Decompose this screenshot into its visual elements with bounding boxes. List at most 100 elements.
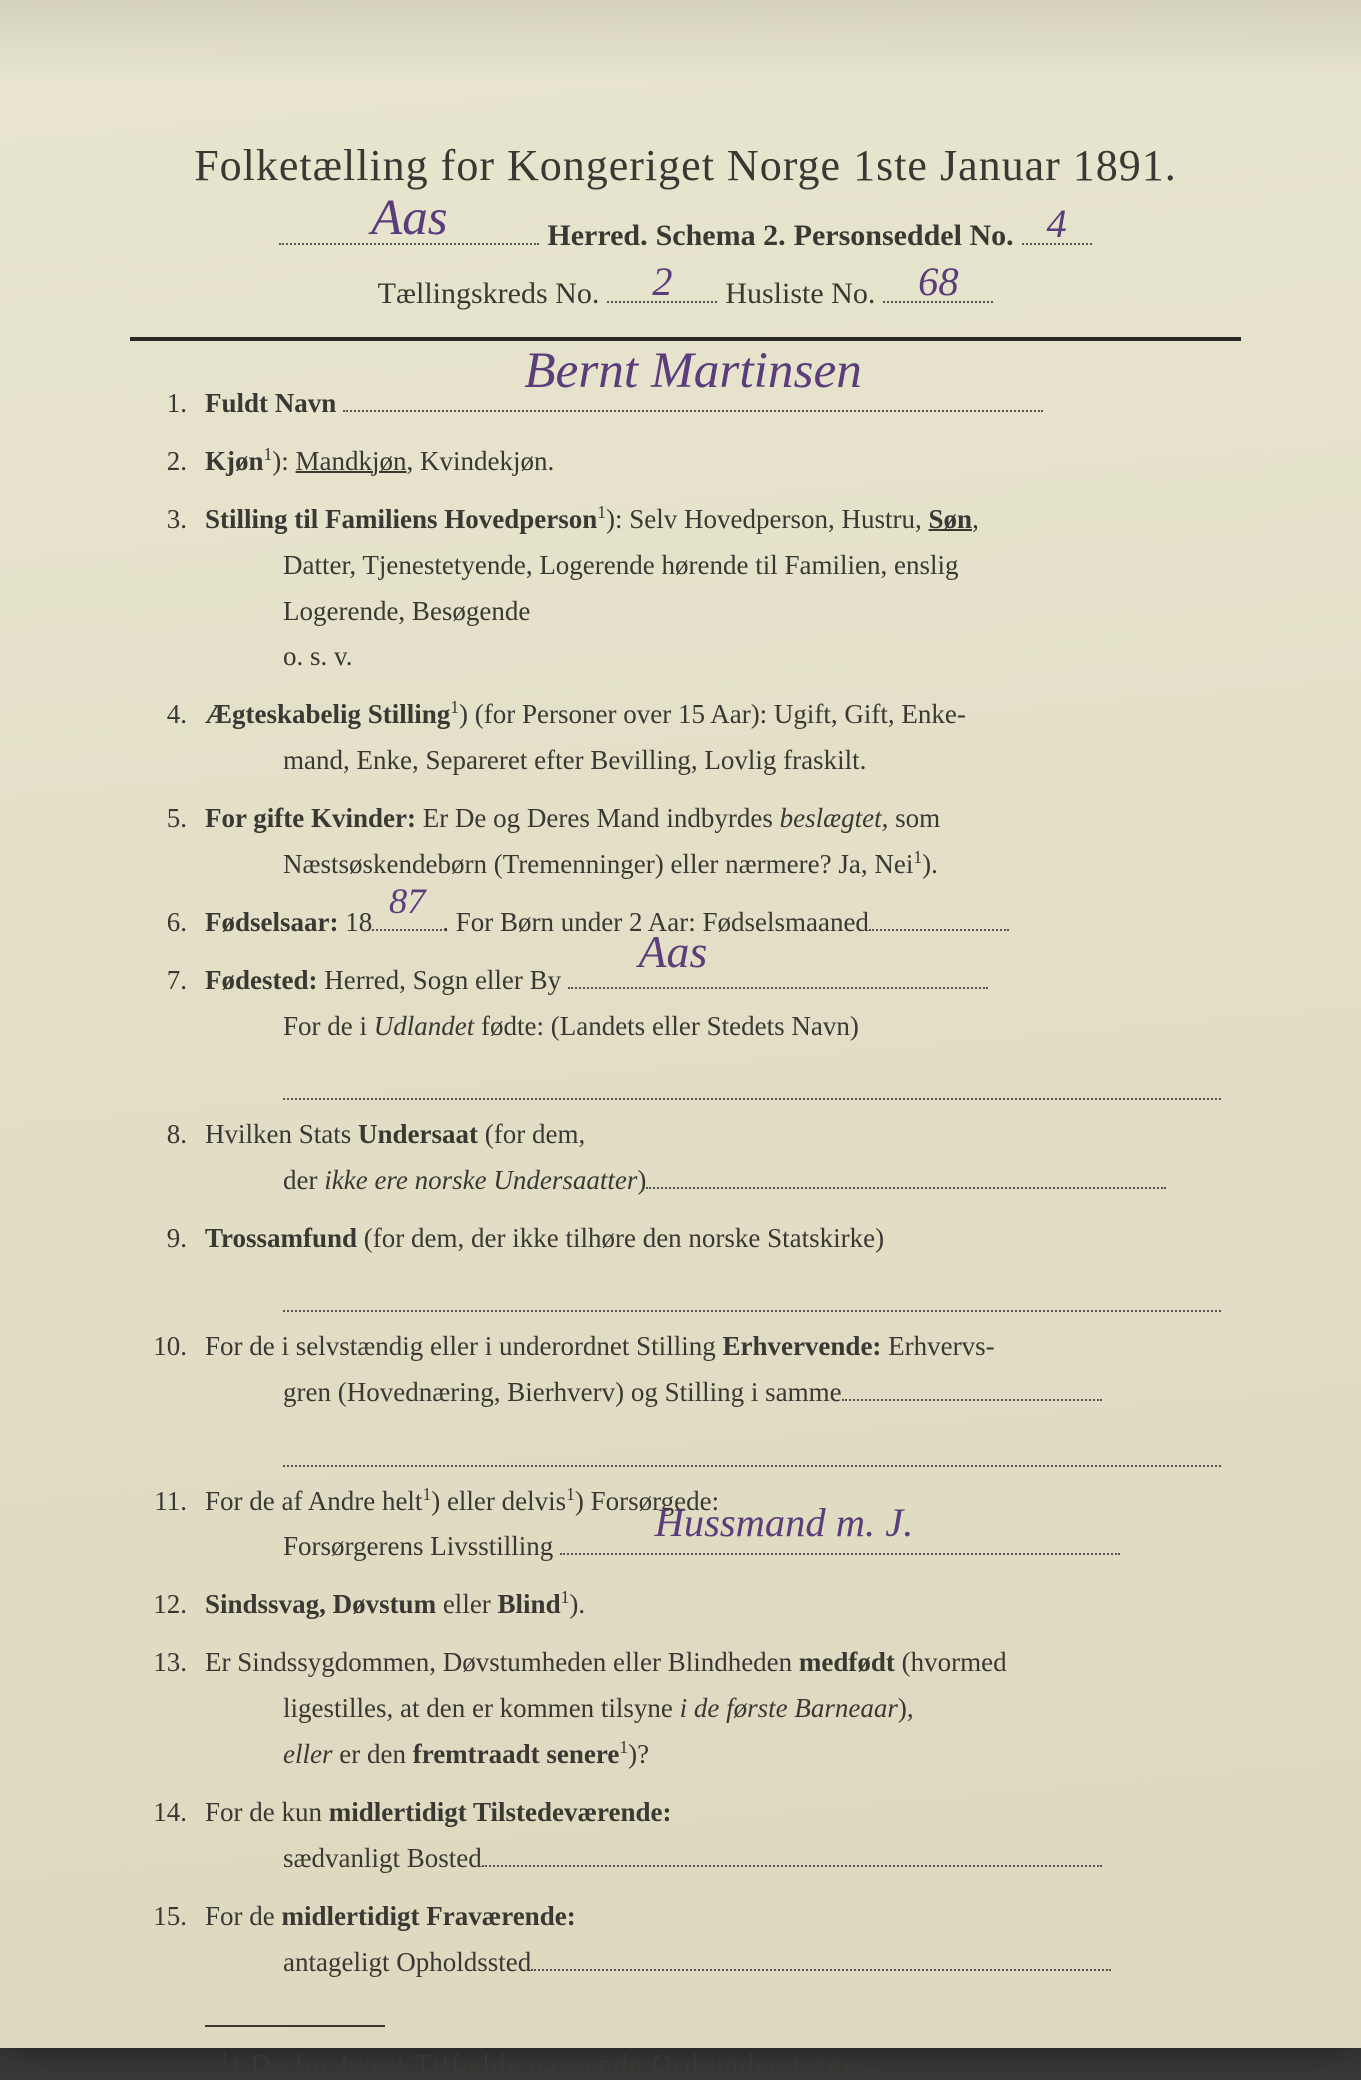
label-medfodt: medfødt <box>799 1647 895 1677</box>
t: ), <box>898 1693 914 1723</box>
item-body: For de midlertidigt Fraværende: antageli… <box>205 1894 1221 1986</box>
cont: For de i Udlandet fødte: (Landets eller … <box>205 1004 1221 1050</box>
item-10: 10. For de i selvstændig eller i underor… <box>135 1324 1221 1466</box>
opt-son: Søn <box>929 504 973 534</box>
t: Udlandet <box>374 1011 475 1041</box>
text: (for dem, der ikke tilhøre den norske St… <box>357 1223 884 1253</box>
item-num: 10. <box>135 1324 205 1370</box>
sup: 1 <box>264 444 273 464</box>
blank-row <box>283 1272 1221 1313</box>
footnote-text: ) De for hvert Tilfælde passende Ord und… <box>231 2049 878 2079</box>
text: ). <box>569 1589 585 1619</box>
text: , Kvindekjøn. <box>407 446 555 476</box>
fuldt-navn-value: Bernt Martinsen <box>524 327 862 414</box>
text: For de <box>205 1901 282 1931</box>
label-erhvervende: Erhvervende: <box>722 1331 881 1361</box>
husliste-label: Husliste No. <box>725 277 875 311</box>
item-num: 2. <box>135 439 205 485</box>
text: ): Selv Hovedperson, Hustru, <box>606 504 928 534</box>
label-sindssvag: Sindssvag, Døvstum <box>205 1589 436 1619</box>
item-7: 7. Fødested: Herred, Sogn eller By Aas F… <box>135 958 1221 1100</box>
fodested-field: Aas <box>568 959 988 989</box>
header-row-1: Aas Herred. Schema 2. Personseddel No. 4 <box>130 209 1241 253</box>
cont: mand, Enke, Separeret efter Bevilling, L… <box>205 738 1221 784</box>
divider-light <box>205 2025 385 2027</box>
t: ikke ere norske Undersaatter <box>324 1165 637 1195</box>
text: Herred, Sogn eller By <box>317 965 561 995</box>
fodested-value: Aas <box>639 913 708 991</box>
item-num: 11. <box>135 1479 205 1525</box>
sup: 1 <box>422 1484 431 1504</box>
item-body: Sindssvag, Døvstum eller Blind1). <box>205 1582 1221 1628</box>
t: gren (Hovednæring, Bierhverv) og Stillin… <box>283 1377 842 1407</box>
cont: Forsørgerens Livsstilling Hussmand m. J. <box>205 1524 1221 1570</box>
livsstilling-field: Hussmand m. J. <box>560 1526 1120 1556</box>
item-num: 12. <box>135 1582 205 1628</box>
cont: Datter, Tjenestetyende, Logerende hørend… <box>205 543 1221 589</box>
item-body: Hvilken Stats Undersaat (for dem, der ik… <box>205 1112 1221 1204</box>
blank-row <box>283 1426 1221 1467</box>
item-3: 3. Stilling til Familiens Hovedperson1):… <box>135 497 1221 681</box>
item-body: Trossamfund (for dem, der ikke tilhøre d… <box>205 1216 1221 1312</box>
footnote: 1) De for hvert Tilfælde passende Ord un… <box>130 2047 1241 2080</box>
schema-label: Schema 2. <box>656 219 786 253</box>
cont: Logerende, Besøgende <box>205 589 1221 635</box>
cont: ligestilles, at den er kommen tilsyne i … <box>205 1686 1221 1732</box>
taellingskreds-value: 2 <box>652 258 672 305</box>
item-9: 9. Trossamfund (for dem, der ikke tilhør… <box>135 1216 1221 1312</box>
year-value: 87 <box>389 871 425 933</box>
t: er den <box>332 1739 412 1769</box>
cont: Næstsøskendebørn (Tremenninger) eller næ… <box>205 842 1221 888</box>
item-body: For gifte Kvinder: Er De og Deres Mand i… <box>205 796 1221 888</box>
item-15: 15. For de midlertidigt Fraværende: anta… <box>135 1894 1221 1986</box>
sup: 1 <box>450 697 459 717</box>
label-stilling: Stilling til Familiens Hovedperson <box>205 504 597 534</box>
t: Forsørgerens Livsstilling <box>283 1531 553 1561</box>
taellingskreds-label: Tællingskreds No. <box>378 277 600 311</box>
item-5: 5. For gifte Kvinder: Er De og Deres Man… <box>135 796 1221 888</box>
item-body: Stilling til Familiens Hovedperson1): Se… <box>205 497 1221 681</box>
husliste-value: 68 <box>918 258 959 305</box>
label-undersaat: Undersaat <box>358 1119 478 1149</box>
item-8: 8. Hvilken Stats Undersaat (for dem, der… <box>135 1112 1221 1204</box>
item-num: 4. <box>135 692 205 738</box>
item-num: 5. <box>135 796 205 842</box>
item-num: 8. <box>135 1112 205 1158</box>
cont: gren (Hovednæring, Bierhverv) og Stillin… <box>205 1370 1221 1416</box>
item-num: 7. <box>135 958 205 1004</box>
header-row-2: Tællingskreds No. 2 Husliste No. 68 <box>130 267 1241 311</box>
blank <box>482 1837 1102 1867</box>
cont-text: Næstsøskendebørn (Tremenninger) eller næ… <box>283 849 913 879</box>
t: antageligt Opholdssted <box>283 1947 531 1977</box>
text: ): <box>272 446 289 476</box>
t: ligestilles, at den er kommen tilsyne <box>283 1693 680 1723</box>
t: fødte: (Landets eller Stedets Navn) <box>474 1011 859 1041</box>
item-body: For de kun midlertidigt Tilstedeværende:… <box>205 1790 1221 1882</box>
item-num: 1. <box>135 381 205 427</box>
census-form-page: Folketælling for Kongeriget Norge 1ste J… <box>0 0 1361 2048</box>
item-num: 13. <box>135 1640 205 1686</box>
label-aegteskab: Ægteskabelig Stilling <box>205 699 450 729</box>
cont: der ikke ere norske Undersaatter) <box>205 1158 1221 1204</box>
sup: 1 <box>220 2047 231 2067</box>
fuldt-navn-field: Bernt Martinsen <box>343 382 1043 412</box>
herred-value: Aas <box>371 189 448 247</box>
personseddel-field: 4 <box>1022 209 1092 245</box>
sup: 1 <box>619 1737 628 1757</box>
opt-mandkjon: Mandkjøn <box>296 446 407 476</box>
item-body: Fødselsaar: 1887. For Børn under 2 Aar: … <box>205 900 1221 946</box>
text: For de i selvstændig eller i underordnet… <box>205 1331 722 1361</box>
t: ) <box>637 1165 646 1195</box>
item-body: For de i selvstændig eller i underordnet… <box>205 1324 1221 1466</box>
item-4: 4. Ægteskabelig Stilling1) (for Personer… <box>135 692 1221 784</box>
year-field: 87 <box>372 901 442 931</box>
item-body: Er Sindssygdommen, Døvstumheden eller Bl… <box>205 1640 1221 1778</box>
sup: 1 <box>566 1484 575 1504</box>
page-title: Folketælling for Kongeriget Norge 1ste J… <box>130 140 1241 191</box>
item-body: Kjøn1): Mandkjøn, Kvindekjøn. <box>205 439 1221 485</box>
blank-row <box>283 1060 1221 1101</box>
text: ) eller delvis <box>431 1486 566 1516</box>
label-fuldt-navn: Fuldt Navn <box>205 388 336 418</box>
blank <box>842 1371 1102 1401</box>
text: Hvilken Stats <box>205 1119 358 1149</box>
